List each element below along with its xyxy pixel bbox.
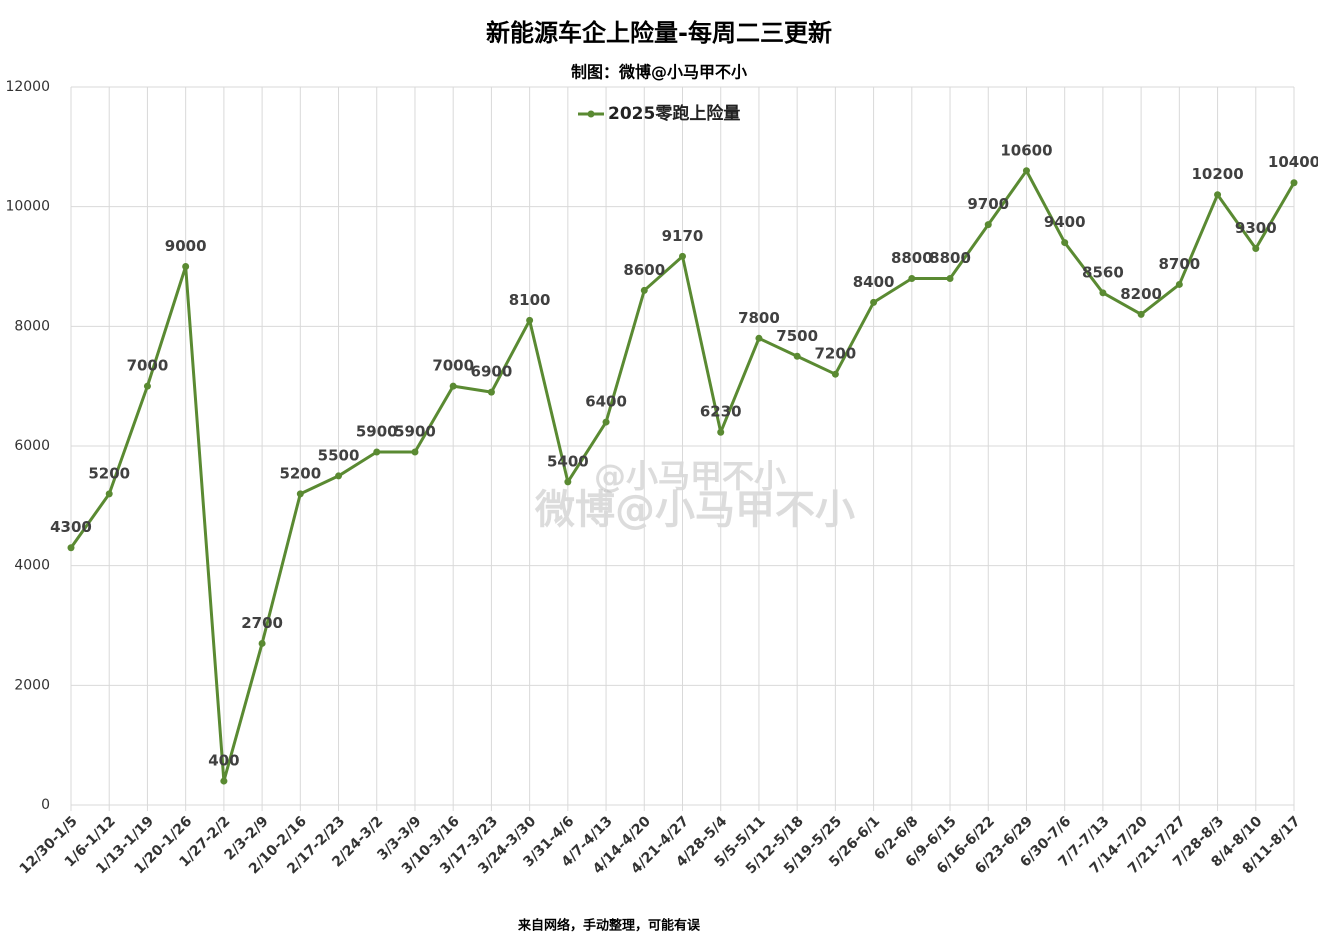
data-label: 8800	[929, 249, 971, 267]
data-point	[717, 428, 725, 436]
data-label: 5400	[547, 452, 589, 470]
data-point	[411, 448, 419, 456]
data-label: 7000	[127, 357, 169, 375]
data-label: 7200	[815, 345, 857, 363]
data-label: 7500	[776, 327, 818, 345]
watermark: @小马甲不小	[594, 457, 786, 495]
data-label: 8600	[623, 261, 665, 279]
data-point	[1061, 239, 1069, 247]
y-tick-label: 0	[41, 797, 50, 813]
data-label: 5200	[88, 464, 130, 482]
data-label: 5900	[356, 422, 398, 440]
data-point	[1252, 245, 1260, 253]
data-point	[1137, 310, 1145, 318]
data-point	[143, 382, 151, 390]
data-point	[1175, 280, 1183, 288]
data-point	[831, 370, 839, 378]
data-label: 9300	[1235, 219, 1277, 237]
data-label: 8560	[1082, 263, 1124, 281]
data-point	[946, 274, 954, 282]
legend-marker	[587, 110, 595, 118]
data-point	[258, 639, 266, 647]
data-label: 8800	[891, 249, 933, 267]
data-label: 9400	[1044, 213, 1086, 231]
data-label: 10200	[1191, 165, 1243, 183]
y-tick-label: 10000	[5, 199, 50, 215]
data-point	[602, 418, 610, 426]
data-point	[870, 298, 878, 306]
data-point	[335, 472, 343, 480]
data-point	[220, 777, 228, 785]
chart-title: 新能源车企上险量-每周二三更新	[486, 19, 832, 47]
data-label: 5500	[318, 446, 360, 464]
data-point	[640, 286, 648, 294]
y-tick-label: 4000	[14, 558, 50, 574]
watermark: 微博@小马甲不小	[534, 487, 855, 533]
data-label: 5200	[279, 464, 321, 482]
data-label: 8200	[1120, 285, 1162, 303]
y-tick-label: 6000	[14, 438, 50, 454]
data-label: 9700	[967, 195, 1009, 213]
data-point	[984, 221, 992, 229]
data-point	[105, 490, 113, 498]
data-point	[487, 388, 495, 396]
legend-label: 2025零跑上险量	[608, 103, 740, 124]
y-tick-label: 2000	[14, 677, 50, 693]
data-label: 7000	[432, 357, 474, 375]
data-label: 8100	[509, 291, 551, 309]
data-point	[679, 252, 686, 260]
chart-subtitle: 制图：微博@小马甲不小	[571, 63, 747, 82]
data-point	[182, 263, 190, 270]
data-label: 6230	[700, 403, 742, 421]
y-tick-label: 12000	[5, 79, 50, 95]
data-point	[1022, 167, 1030, 175]
data-label: 6900	[471, 363, 513, 381]
data-point	[526, 316, 534, 324]
data-point	[1099, 289, 1107, 297]
data-label: 9170	[662, 227, 704, 245]
data-label: 10400	[1268, 153, 1318, 171]
data-point	[296, 490, 304, 498]
data-label: 7800	[738, 309, 780, 327]
data-point	[793, 352, 801, 360]
data-label: 5900	[394, 422, 436, 440]
data-label: 400	[208, 752, 239, 770]
data-label: 2700	[241, 614, 283, 632]
data-point	[908, 274, 916, 282]
data-label: 8400	[853, 273, 895, 291]
y-tick-label: 8000	[14, 318, 50, 334]
data-point	[1214, 191, 1222, 199]
data-label: 4300	[50, 518, 92, 536]
data-label: 6400	[585, 393, 627, 411]
data-point	[1290, 179, 1298, 187]
data-point	[449, 382, 457, 390]
footnote: 来自网络，手动整理，可能有误	[517, 918, 701, 934]
data-label: 9000	[165, 237, 207, 255]
data-point	[67, 544, 75, 552]
data-point	[564, 478, 572, 486]
data-label: 8700	[1158, 255, 1200, 273]
data-label: 10600	[1000, 141, 1052, 159]
data-point	[755, 334, 763, 342]
data-point	[373, 448, 381, 456]
